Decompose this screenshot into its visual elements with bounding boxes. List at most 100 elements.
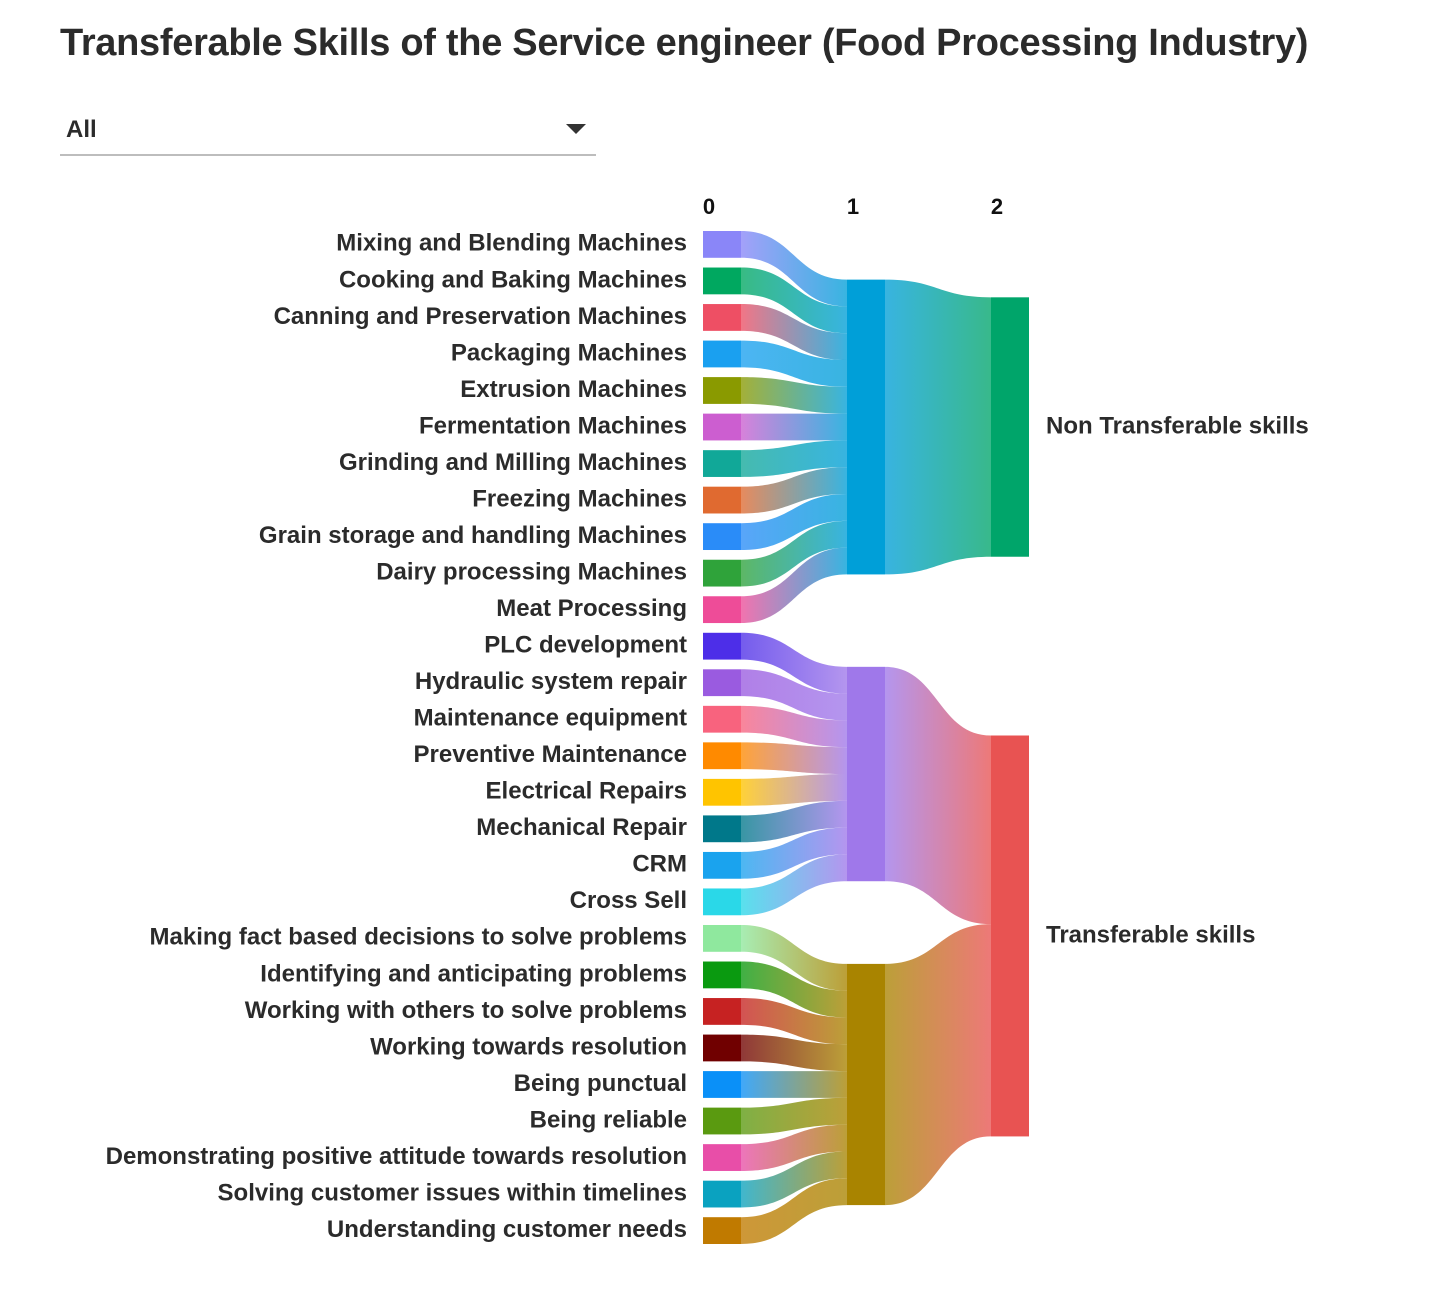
- node-label: Extrusion Machines: [460, 376, 687, 403]
- sankey-node: [703, 1144, 741, 1171]
- sankey-node: [703, 998, 741, 1025]
- sankey-link: [885, 279, 991, 575]
- node-label: Packaging Machines: [451, 339, 687, 366]
- node-label: Understanding customer needs: [327, 1216, 687, 1243]
- node-label: Grain storage and handling Machines: [259, 522, 687, 549]
- node-label: PLC development: [484, 632, 687, 659]
- sankey-node: [703, 486, 741, 514]
- sankey-node: [703, 669, 741, 697]
- node-label: Grinding and Milling Machines: [339, 449, 687, 476]
- node-label: Fermentation Machines: [419, 412, 687, 439]
- sankey-node: [703, 705, 741, 733]
- sankey-link: [741, 304, 847, 361]
- sankey-node: [703, 742, 741, 770]
- node-label: Mixing and Blending Machines: [336, 230, 687, 257]
- sankey-node: [703, 413, 741, 441]
- sankey-link: [741, 1097, 847, 1135]
- sankey-node: [703, 340, 741, 368]
- sankey-node: [703, 377, 741, 404]
- node-label: Freezing Machines: [472, 485, 687, 512]
- node-label: Non Transferable skills: [1046, 412, 1309, 439]
- node-label: Demonstrating positive attitude towards …: [106, 1143, 687, 1170]
- sankey-node: [703, 924, 741, 952]
- sankey-node: [703, 1180, 741, 1208]
- sankey-node: [847, 279, 885, 575]
- sankey-link: [741, 494, 847, 551]
- column-tick-label: 2: [991, 194, 1003, 219]
- sankey-link: [741, 998, 847, 1045]
- sankey-node: [703, 1107, 741, 1135]
- sankey-node: [703, 267, 741, 295]
- sankey-links: [741, 231, 991, 1244]
- sankey-link: [741, 440, 847, 477]
- sankey-node: [991, 297, 1029, 557]
- sankey-node: [847, 963, 885, 1206]
- sankey-link: [741, 742, 847, 775]
- sankey-node: [703, 523, 741, 551]
- sankey-node: [703, 231, 741, 258]
- sankey-nodes: [703, 231, 1029, 1244]
- sankey-link: [741, 961, 847, 1018]
- sankey-link: [741, 854, 847, 916]
- node-label: Making fact based decisions to solve pro…: [150, 924, 687, 951]
- node-label: Cooking and Baking Machines: [339, 266, 687, 293]
- sankey-link: [741, 924, 847, 991]
- chevron-down-icon[interactable]: [566, 124, 586, 134]
- node-label: Being reliable: [530, 1106, 687, 1133]
- sankey-link: [741, 547, 847, 624]
- node-label: Working with others to solve problems: [245, 997, 687, 1024]
- sankey-link: [741, 632, 847, 694]
- node-label: Meat Processing: [496, 595, 687, 622]
- node-label: Dairy processing Machines: [376, 558, 687, 585]
- filter-selected-value: All: [66, 116, 97, 143]
- sankey-link: [741, 467, 847, 514]
- sankey-node: [703, 778, 741, 806]
- sankey-node: [703, 888, 741, 916]
- sankey-link: [741, 705, 847, 748]
- sankey-link: [741, 413, 847, 441]
- sankey-node: [991, 735, 1029, 1137]
- sankey-link: [741, 377, 847, 414]
- sankey-node: [703, 851, 741, 879]
- node-label: Solving customer issues within timelines: [218, 1179, 687, 1206]
- column-tick-label: 1: [847, 194, 859, 219]
- sankey-link: [741, 520, 847, 587]
- filter-dropdown[interactable]: All: [60, 104, 596, 156]
- sankey-node: [703, 1034, 741, 1062]
- sankey-link: [741, 267, 847, 334]
- sankey-link: [741, 774, 847, 806]
- sankey-node: [703, 450, 741, 477]
- sankey-link: [741, 1071, 847, 1098]
- node-label: Canning and Preservation Machines: [274, 303, 687, 330]
- node-label: Identifying and anticipating problems: [260, 960, 687, 987]
- sankey-node: [703, 596, 741, 624]
- sankey-link: [741, 827, 847, 879]
- sankey-link: [741, 1034, 847, 1072]
- node-label: Preventive Maintenance: [414, 741, 687, 768]
- sankey-link: [885, 666, 991, 925]
- sankey-node: [703, 815, 741, 843]
- sankey-node: [703, 1217, 741, 1244]
- node-label: Cross Sell: [570, 887, 687, 914]
- sankey-link: [741, 669, 847, 721]
- chart-title: Transferable Skills of the Service engin…: [60, 22, 1309, 64]
- sankey-link: [885, 924, 991, 1206]
- sankey-link: [741, 231, 847, 307]
- node-label: Mechanical Repair: [476, 814, 687, 841]
- node-label: CRM: [632, 851, 687, 878]
- sankey-node: [847, 666, 885, 882]
- sankey-node: [703, 632, 741, 660]
- sankey-node: [703, 559, 741, 587]
- node-label: Working towards resolution: [370, 1033, 687, 1060]
- node-label: Hydraulic system repair: [415, 668, 687, 695]
- sankey-node: [703, 304, 741, 331]
- sankey-link: [741, 800, 847, 843]
- sankey-link: [741, 340, 847, 387]
- sankey-link: [741, 1124, 847, 1171]
- node-label: Transferable skills: [1046, 921, 1255, 948]
- node-label: Being punctual: [514, 1070, 687, 1097]
- sankey-labels: Mixing and Blending Machines Cooking and …: [106, 230, 1309, 1243]
- sankey-node: [703, 961, 741, 989]
- sankey-node: [703, 1071, 741, 1098]
